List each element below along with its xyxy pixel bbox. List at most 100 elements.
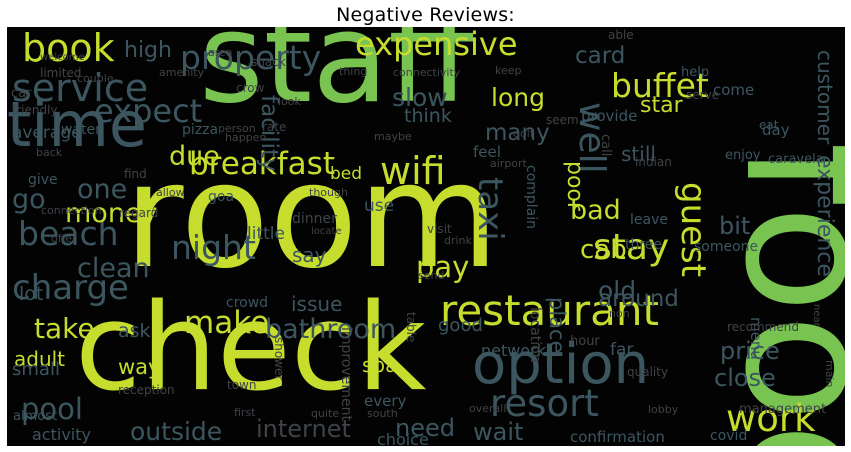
word-breakfast: breakfast [189,146,335,182]
word-airport: airport [490,157,527,170]
word-give: give [28,172,58,188]
word-management: management [739,402,827,417]
word-find: find [124,167,147,181]
word-able: able [608,28,634,42]
word-non: non [609,307,630,320]
word-outside: outside [130,417,223,446]
word-beach: beach [18,214,119,253]
word-near: near [811,304,822,327]
page-title: Negative Reviews: [336,4,515,26]
word-improvement: improvement [338,327,354,421]
word-covid: covid [710,428,748,444]
word-use: use [364,196,395,216]
word-take: take [34,312,95,345]
word-price: price [720,337,780,365]
word-maybe: maybe [374,130,412,143]
word-need: need [395,414,455,442]
word-provide: provide [581,107,638,125]
word-money: money [65,198,158,229]
word-close: close [714,364,776,392]
word-back: back [36,146,63,159]
word-serve: serve [686,88,720,102]
word-quality: quality [627,365,669,379]
word-internet: internet [256,415,351,443]
word-every: every [364,392,407,410]
word-pizza: pizza [182,122,219,138]
word-location: location [527,307,543,363]
word-welcome: welcome [40,52,85,63]
word-recommend: recommend [727,320,799,334]
word-bad: bad [570,195,621,226]
word-wait: wait [473,418,524,446]
word-pool: pool [21,392,83,426]
word-seem: seem [546,113,579,127]
word-card: card [575,43,626,69]
word-first: first [234,406,256,419]
word-place: place [545,297,569,354]
word-allow: allow [156,186,185,199]
word-adult: adult [14,347,66,371]
word-stay: stay [593,227,670,268]
word-go: go [12,184,46,215]
word-star: star [640,93,683,118]
word-send: send [418,269,445,282]
word-clean: clean [77,253,150,284]
word-crow: crow [236,81,265,95]
word-come: come [713,81,755,99]
word-limited: limited [40,66,82,80]
word-book: book [22,27,115,70]
word-shower: shower [272,337,286,381]
word-long: long [491,83,545,112]
word-far: far [610,340,634,360]
word-way: way [118,355,161,379]
word-confirmation: confirmation [570,428,665,446]
word-experience: experience [812,155,837,277]
word-connection: connection [41,204,102,217]
word-locate: locate [311,226,342,237]
word-indian: indian [635,155,672,169]
word-due: due [169,141,220,172]
word-car: car [11,86,32,101]
word-network: network [481,341,546,360]
word-customer: customer [813,50,837,145]
word-leave: leave [630,212,668,228]
word-many: many [485,120,550,146]
word-say: say [292,243,327,267]
word-eat: eat [759,118,779,132]
word-high: high [124,38,172,63]
word-expensive: expensive [355,27,518,63]
word-amenity: amenity [159,66,205,79]
word-activity: activity [32,425,91,444]
word-choice: choice [377,430,429,447]
word-property: property [180,38,322,77]
word-wifi: wifi [380,149,446,193]
word-goa: goa [208,189,235,205]
word-charge: charge [12,268,129,308]
word-caravela: caravela [768,152,824,167]
word-check: check [75,279,427,418]
word-issue: issue [291,292,343,316]
word-look: look [278,95,301,108]
word-taxi: taxi [470,177,510,241]
word-average: average [12,123,82,143]
word-south: south [367,407,398,420]
word-almost: almost [13,409,58,424]
word-dinner: dinner [292,211,337,227]
word-complain: complain [523,165,539,230]
word-little: little [247,224,285,244]
word-ask: ask [118,320,151,342]
word-enjoy: enjoy [725,148,761,163]
word-old: old [598,276,637,305]
word-good: good [438,315,483,336]
word-night: night [171,228,256,267]
word-thing: thing [339,65,368,78]
word-keep: keep [495,64,522,77]
word-lobby: lobby [648,403,679,416]
word-regard: regard [119,206,159,220]
word-couple: couple [77,72,114,85]
word-pay: pay [416,250,470,284]
word-three: three [625,237,663,253]
word-option: option [472,332,650,397]
word-water: water [61,122,101,138]
word-small: small [12,359,60,380]
